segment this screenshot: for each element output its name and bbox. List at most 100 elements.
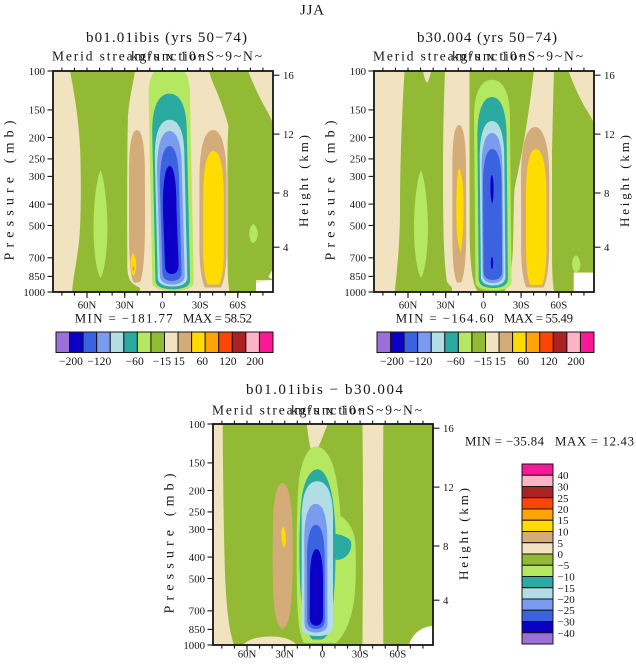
svg-text:60S: 60S — [550, 300, 567, 312]
svg-text:120: 120 — [219, 355, 237, 368]
svg-text:Height (km): Height (km) — [456, 488, 471, 580]
svg-text:150: 150 — [189, 458, 205, 470]
svg-text:16: 16 — [443, 423, 454, 435]
svg-text:−20: −20 — [558, 594, 576, 606]
svg-text:12: 12 — [604, 129, 615, 141]
svg-text:MAX = 12.43: MAX = 12.43 — [555, 435, 634, 449]
svg-text:400: 400 — [350, 199, 366, 211]
svg-text:60: 60 — [197, 355, 209, 368]
svg-text:500: 500 — [350, 220, 366, 232]
svg-text:250: 250 — [350, 154, 366, 166]
svg-text:−200: −200 — [380, 355, 404, 368]
svg-text:1000: 1000 — [344, 287, 366, 299]
svg-text:4: 4 — [604, 242, 610, 254]
svg-text:30N: 30N — [275, 649, 294, 661]
svg-text:−120: −120 — [408, 355, 432, 368]
svg-text:400: 400 — [29, 199, 45, 211]
svg-text:8: 8 — [443, 541, 448, 553]
svg-text:30S: 30S — [192, 300, 209, 312]
svg-text:700: 700 — [350, 253, 366, 265]
svg-text:Merid streamfunction: Merid streamfunction — [52, 49, 205, 64]
svg-text:4: 4 — [443, 595, 449, 607]
svg-text:Height (km): Height (km) — [296, 135, 311, 227]
svg-text:60N: 60N — [78, 300, 97, 312]
svg-text:b01.01ibis − b30.004: b01.01ibis − b30.004 — [246, 382, 404, 398]
svg-text:MIN = −35.84: MIN = −35.84 — [465, 435, 545, 449]
svg-text:100: 100 — [350, 66, 366, 78]
svg-text:700: 700 — [189, 606, 205, 618]
svg-text:200: 200 — [350, 132, 366, 144]
svg-text:60S: 60S — [229, 300, 246, 312]
svg-text:300: 300 — [29, 171, 45, 183]
svg-text:8: 8 — [283, 188, 288, 200]
svg-text:kg/s x 10~S~9~N~: kg/s x 10~S~9~N~ — [131, 49, 262, 64]
svg-text:−200: −200 — [59, 355, 83, 368]
svg-text:100: 100 — [29, 66, 45, 78]
svg-text:100: 100 — [189, 419, 205, 431]
svg-text:kg/s x 10~S~9~N~: kg/s x 10~S~9~N~ — [452, 49, 583, 64]
svg-text:b01.01ibis (yrs 50−74): b01.01ibis (yrs 50−74) — [86, 30, 247, 46]
svg-text:−25: −25 — [558, 605, 576, 617]
svg-text:MIN = −164.60: MIN = −164.60 — [396, 311, 494, 325]
svg-text:60N: 60N — [399, 300, 418, 312]
svg-text:16: 16 — [283, 70, 294, 82]
svg-text:−5: −5 — [558, 560, 570, 572]
svg-text:250: 250 — [189, 507, 205, 519]
svg-text:b30.004 (yrs 50−74): b30.004 (yrs 50−74) — [417, 30, 557, 46]
svg-text:−60: −60 — [447, 355, 465, 368]
svg-text:30S: 30S — [513, 300, 530, 312]
svg-text:−60: −60 — [126, 355, 144, 368]
svg-text:−120: −120 — [87, 355, 111, 368]
svg-text:−15: −15 — [558, 583, 576, 595]
svg-text:5: 5 — [558, 538, 564, 550]
svg-text:MIN = −181.77: MIN = −181.77 — [75, 311, 174, 325]
svg-text:Merid streamfunction: Merid streamfunction — [373, 49, 526, 64]
svg-text:20: 20 — [558, 504, 570, 516]
svg-text:120: 120 — [540, 355, 558, 368]
svg-text:0: 0 — [160, 300, 165, 312]
svg-text:−40: −40 — [558, 628, 576, 640]
svg-text:kg/s x 10~S~9~N~: kg/s x 10~S~9~N~ — [291, 403, 422, 418]
svg-text:15: 15 — [173, 355, 185, 368]
svg-text:MAX = 58.52: MAX = 58.52 — [183, 311, 252, 325]
svg-text:4: 4 — [283, 242, 289, 254]
svg-text:60N: 60N — [238, 649, 257, 661]
svg-text:200: 200 — [189, 485, 205, 497]
svg-text:12: 12 — [283, 129, 294, 141]
svg-text:30N: 30N — [436, 300, 455, 312]
svg-text:150: 150 — [350, 105, 366, 117]
svg-text:500: 500 — [29, 220, 45, 232]
svg-text:250: 250 — [29, 154, 45, 166]
svg-text:30: 30 — [558, 482, 570, 494]
svg-text:15: 15 — [494, 355, 506, 368]
svg-text:Merid streamfunction: Merid streamfunction — [212, 403, 365, 418]
svg-text:40: 40 — [558, 470, 570, 482]
svg-text:−15: −15 — [474, 355, 492, 368]
svg-text:200: 200 — [246, 355, 264, 368]
svg-text:−10: −10 — [558, 572, 576, 584]
svg-text:16: 16 — [604, 70, 615, 82]
svg-text:Height (km): Height (km) — [617, 135, 632, 227]
svg-text:150: 150 — [29, 105, 45, 117]
svg-text:−15: −15 — [153, 355, 171, 368]
svg-text:200: 200 — [29, 132, 45, 144]
svg-text:1000: 1000 — [23, 287, 45, 299]
svg-text:850: 850 — [29, 271, 45, 283]
svg-text:0: 0 — [481, 300, 486, 312]
svg-text:500: 500 — [189, 573, 205, 585]
svg-text:700: 700 — [29, 253, 45, 265]
svg-text:400: 400 — [189, 552, 205, 564]
svg-text:300: 300 — [350, 171, 366, 183]
svg-text:25: 25 — [558, 493, 570, 505]
svg-text:200: 200 — [567, 355, 585, 368]
svg-text:8: 8 — [604, 188, 609, 200]
svg-text:MAX = 55.49: MAX = 55.49 — [504, 311, 573, 325]
svg-text:15: 15 — [558, 515, 570, 527]
svg-text:JJA: JJA — [300, 3, 324, 19]
svg-text:30N: 30N — [115, 300, 134, 312]
svg-text:850: 850 — [350, 271, 366, 283]
svg-text:−30: −30 — [558, 617, 576, 629]
svg-text:300: 300 — [189, 524, 205, 536]
svg-text:0: 0 — [558, 549, 564, 561]
svg-text:60: 60 — [518, 355, 530, 368]
